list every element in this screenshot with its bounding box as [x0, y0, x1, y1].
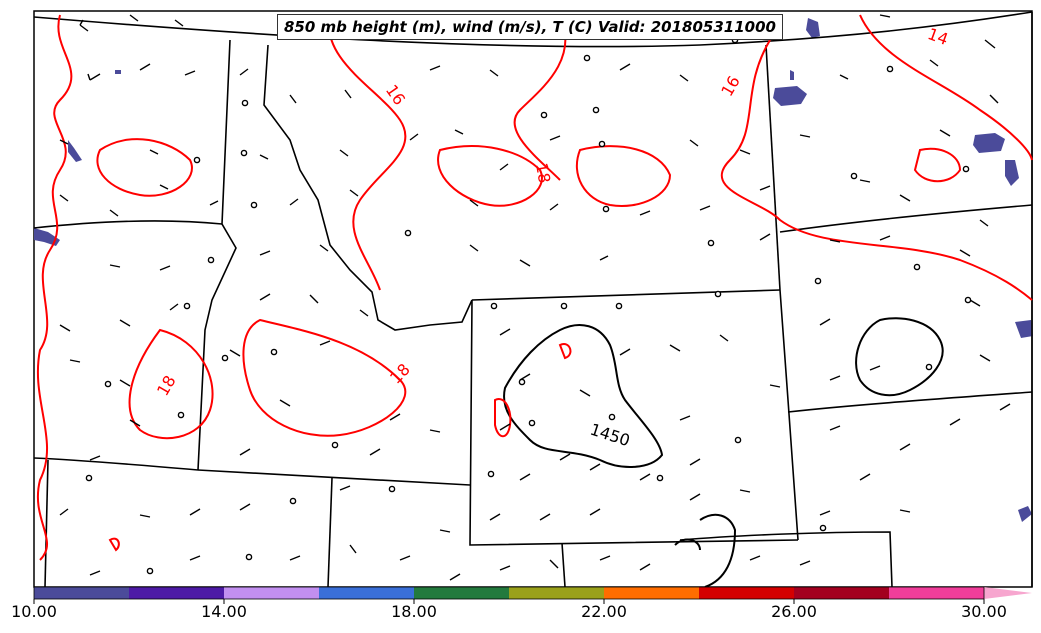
colorbar-seg	[699, 587, 794, 599]
colorbar-seg	[889, 587, 984, 599]
colorbar-tick-label: 26.00	[771, 602, 817, 621]
colorbar-seg	[794, 587, 889, 599]
map-title-text: 850 mb height (m), wind (m/s), T (C) Val…	[284, 18, 776, 36]
height-contours	[503, 317, 944, 588]
political-boundaries	[33, 11, 1033, 588]
colorbar-tick-label: 14.00	[201, 602, 247, 621]
colorbar-ticks	[33, 599, 985, 604]
colorbar-tick-label: 10.00	[11, 602, 57, 621]
colorbar-seg	[319, 587, 414, 599]
colorbar-seg	[129, 587, 224, 599]
cool-shading	[34, 18, 1033, 522]
wind-barbs	[59, 14, 1011, 581]
colorbar-tick-label: 18.00	[391, 602, 437, 621]
colorbar-extend-arrow	[984, 587, 1032, 599]
colorbar-tick-label: 22.00	[581, 602, 627, 621]
temp-label: 18	[532, 161, 554, 184]
calm-wind-circles	[85, 36, 972, 575]
map-title: 850 mb height (m), wind (m/s), T (C) Val…	[277, 14, 783, 40]
temperature-contours	[36, 14, 1033, 561]
colorbar-seg	[509, 587, 604, 599]
colorbar-tick-label: 30.00	[961, 602, 1007, 621]
colorbar-seg	[34, 587, 129, 599]
colorbar-seg	[414, 587, 509, 599]
colorbar	[33, 586, 1032, 604]
colorbar-seg	[604, 587, 699, 599]
colorbar-seg	[224, 587, 319, 599]
map-frame	[33, 10, 1033, 588]
